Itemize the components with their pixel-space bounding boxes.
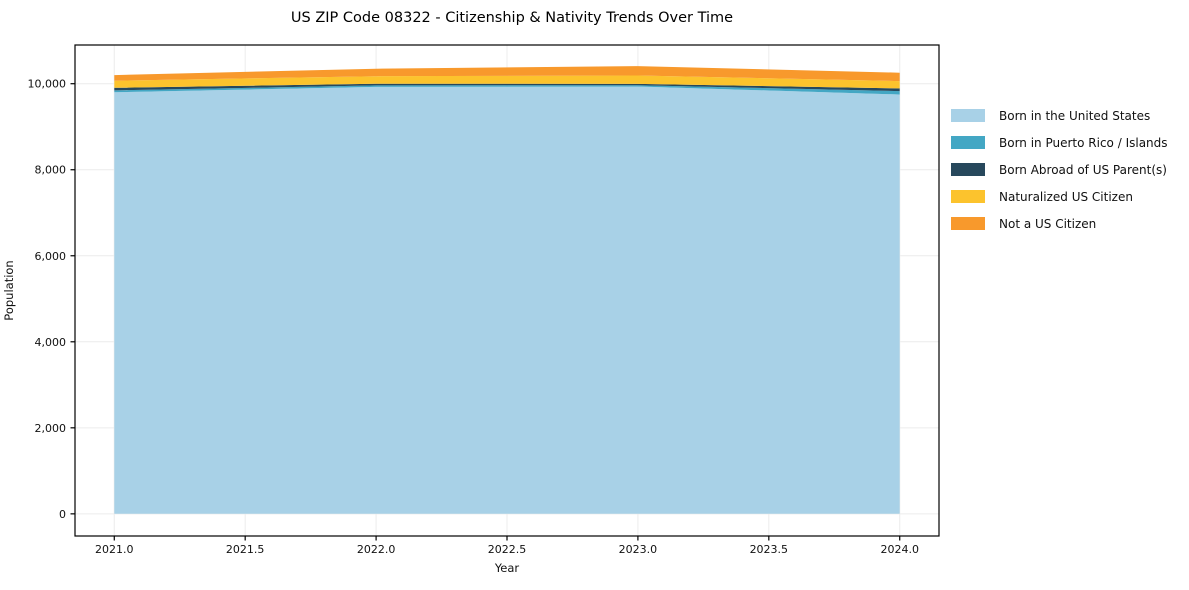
legend-label: Born Abroad of US Parent(s) [999,162,1167,177]
legend: Born in the United States Born in Puerto … [951,102,1168,237]
y-tick-label: 6,000 [35,250,67,263]
area-born-in-the-united-states [114,86,900,514]
y-tick-label: 4,000 [35,336,67,349]
y-tick-label: 2,000 [35,422,67,435]
y-axis-label: Population [2,260,16,320]
x-axis-label: Year [494,561,520,575]
y-tick-label: 10,000 [28,78,67,91]
area-not-a-us-citizen [114,66,900,82]
area-born-abroad-of-us-parent-s [114,83,900,92]
legend-label: Born in Puerto Rico / Islands [999,135,1168,150]
x-tick-label: 2024.0 [880,543,919,556]
area-naturalized-us-citizen [114,75,900,89]
chart-title: US ZIP Code 08322 - Citizenship & Nativi… [291,10,733,26]
legend-item: Born Abroad of US Parent(s) [951,156,1168,183]
x-tick-label: 2022.0 [357,543,396,556]
y-tick-label: 8,000 [35,164,67,177]
x-tick-label: 2022.5 [488,543,527,556]
x-tick-label: 2021.0 [95,543,134,556]
legend-item: Naturalized US Citizen [951,183,1168,210]
area-born-in-puerto-rico-islands [114,85,900,95]
legend-label: Naturalized US Citizen [999,189,1133,204]
x-tick-label: 2023.5 [750,543,789,556]
legend-swatch [951,136,985,149]
legend-item: Not a US Citizen [951,210,1168,237]
legend-swatch [951,190,985,203]
legend-label: Born in the United States [999,108,1151,123]
x-tick-label: 2023.0 [619,543,658,556]
legend-item: Born in Puerto Rico / Islands [951,129,1168,156]
legend-swatch [951,163,985,176]
y-tick-label: 0 [59,508,66,521]
legend-label: Not a US Citizen [999,216,1097,231]
x-tick-label: 2021.5 [226,543,265,556]
legend-swatch [951,217,985,230]
legend-item: Born in the United States [951,102,1168,129]
legend-swatch [951,109,985,122]
